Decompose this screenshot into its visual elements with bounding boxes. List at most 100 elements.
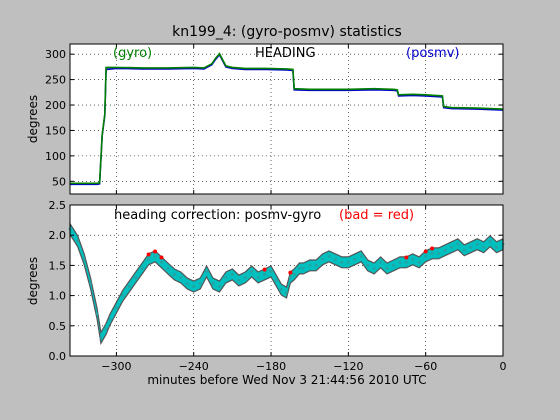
correction-point xyxy=(237,279,241,282)
bad-point xyxy=(146,252,151,257)
bad-point xyxy=(262,267,267,272)
correction-point xyxy=(288,276,292,279)
correction-point xyxy=(211,282,215,285)
correction-point xyxy=(314,264,318,267)
correction-point xyxy=(89,282,93,285)
correction-point xyxy=(127,285,131,288)
correction-point xyxy=(292,273,296,276)
bad-point xyxy=(159,255,164,260)
x-axis-label: minutes before Wed Nov 3 21:44:56 2010 U… xyxy=(147,373,426,387)
correction-point xyxy=(269,270,273,273)
axes-frame xyxy=(69,204,504,357)
correction-point xyxy=(462,248,466,252)
correction-point xyxy=(285,291,288,294)
y-tick-label: 200 xyxy=(45,99,66,112)
correction-point xyxy=(179,276,183,279)
correction-point xyxy=(279,288,283,291)
correction-point xyxy=(424,254,428,258)
correction-point xyxy=(301,267,305,270)
bad-point xyxy=(430,246,435,251)
x-tick-label: −300 xyxy=(101,360,131,373)
correction-point xyxy=(321,257,324,261)
y-tick-label: 250 xyxy=(45,74,66,87)
figure-title: kn199_4: (gyro-posmv) statistics xyxy=(172,24,402,40)
correction-point xyxy=(82,257,86,261)
correction-point xyxy=(340,260,344,264)
correction-point xyxy=(366,264,370,267)
correction-point xyxy=(430,251,434,255)
annotation: (bad = red) xyxy=(339,208,414,223)
correction-point xyxy=(385,267,389,270)
y-tick-label: 2.5 xyxy=(49,199,67,212)
correction-point xyxy=(334,257,337,261)
correction-point xyxy=(437,251,440,255)
y-tick-label: 1.5 xyxy=(49,259,67,272)
correction-point xyxy=(192,285,196,288)
correction-point xyxy=(76,239,80,243)
bad-point xyxy=(153,249,158,254)
correction-point xyxy=(243,276,247,279)
correction-point xyxy=(198,282,202,285)
correction-point xyxy=(379,260,382,264)
y-tick-label: 150 xyxy=(45,124,66,137)
correction-point xyxy=(372,267,376,270)
y-tick-label: 50 xyxy=(52,175,66,188)
y-tick-label: 100 xyxy=(45,150,66,163)
correction-point xyxy=(172,273,176,276)
correction-point xyxy=(224,276,228,279)
plot-area xyxy=(70,44,503,194)
correction-axes: 0.0 0.5 1.0 1.5 2.0 2.5 −300 −240 −180 −120 −60 0 de… xyxy=(26,199,507,373)
plot-area xyxy=(70,205,503,356)
series-line-posmv xyxy=(70,53,504,186)
x-tick-label: −120 xyxy=(333,360,363,373)
annotation: HEADING xyxy=(255,46,316,61)
correction-point xyxy=(398,260,402,264)
x-tick-label: −240 xyxy=(179,360,209,373)
series-line-gyro xyxy=(70,52,504,185)
annotation: (posmv) xyxy=(406,46,459,61)
bad-point xyxy=(288,270,293,275)
annotation: (gyro) xyxy=(113,46,152,61)
correction-point xyxy=(95,312,99,316)
y-tick-label: 2.0 xyxy=(49,229,67,242)
correction-point xyxy=(327,254,331,258)
y-tick-label: 0.5 xyxy=(49,320,67,333)
correction-point xyxy=(411,257,415,261)
correction-point xyxy=(392,264,395,267)
correction-point xyxy=(205,270,209,273)
correction-point xyxy=(256,276,260,279)
correction-point xyxy=(99,336,103,340)
bad-point xyxy=(404,255,409,260)
x-tick-label: 0 xyxy=(500,360,507,373)
correction-point xyxy=(450,245,453,249)
correction-point xyxy=(140,267,144,270)
correction-point xyxy=(121,294,125,297)
correction-point xyxy=(308,264,312,267)
correction-point xyxy=(274,279,278,282)
correction-point xyxy=(297,267,301,270)
correction-point xyxy=(263,273,266,276)
correction-point xyxy=(104,327,108,331)
correction-point xyxy=(488,239,492,243)
correction-point xyxy=(359,254,363,258)
correction-point xyxy=(230,273,234,276)
y-tick-label: 1.0 xyxy=(49,290,67,303)
correction-point xyxy=(134,276,138,279)
y-tick-label: 300 xyxy=(45,48,66,61)
annotation: heading correction: posmv-gyro xyxy=(114,208,321,223)
correction-point xyxy=(469,245,473,249)
correction-point xyxy=(475,242,479,246)
correction-point xyxy=(166,267,170,270)
x-tick-label: −60 xyxy=(414,360,437,373)
correction-point xyxy=(404,260,408,264)
correction-point xyxy=(160,260,163,264)
correction-point xyxy=(250,270,254,273)
axes-frame xyxy=(69,43,504,195)
correction-point xyxy=(443,248,447,252)
y-axis-label: degrees xyxy=(26,257,40,305)
correction-point xyxy=(114,306,118,310)
correction-point xyxy=(218,285,221,288)
correction-point xyxy=(353,257,357,261)
correction-point xyxy=(147,257,151,261)
